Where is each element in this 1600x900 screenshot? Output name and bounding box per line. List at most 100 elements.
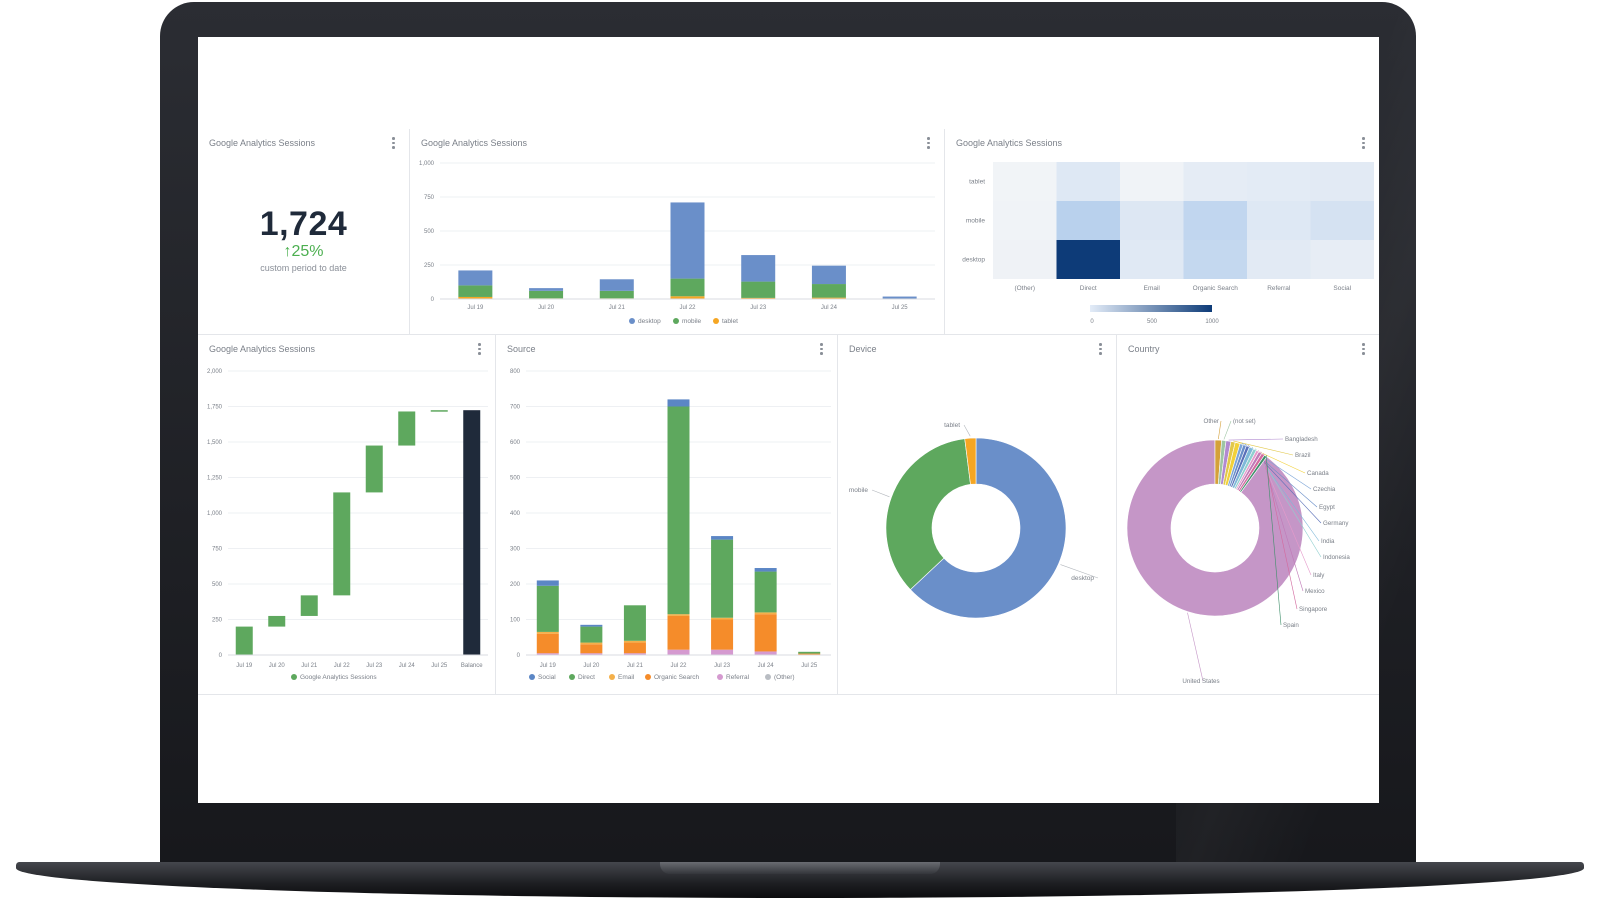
heatmap-cell [1056, 201, 1120, 240]
donut-label: Canada [1307, 470, 1329, 477]
donut-label: mobile [849, 487, 869, 494]
panel-title: Google Analytics Sessions [956, 138, 1063, 148]
country-donut-chart: United States Other (not set) Bangladesh Bra… [1126, 418, 1350, 685]
y-tick-label: 500 [424, 229, 435, 235]
bar-segment-tablet [458, 296, 493, 299]
y-tick-label: 0 [219, 653, 223, 659]
donut-slice [885, 438, 971, 591]
bar-segment-desktop [599, 279, 634, 291]
panel-title: Google Analytics Sessions [421, 138, 528, 148]
heatmap-color-scale [1090, 305, 1212, 312]
bar-segment [536, 631, 559, 634]
legend-label: (Other) [774, 674, 795, 681]
x-tick-label: Jul 24 [399, 663, 416, 669]
bar-segment [711, 619, 734, 650]
x-tick-label: Jul 25 [431, 663, 448, 669]
y-tick-label: 1,000 [207, 511, 223, 517]
heatmap-cell [1183, 201, 1247, 240]
legend-swatch [609, 674, 615, 680]
x-tick-label: Jul 22 [334, 663, 351, 669]
device-donut-chart: desktop mobile tablet [849, 422, 1099, 619]
legend-label: desktop [638, 318, 661, 325]
heatmap-col-label: Referral [1267, 285, 1291, 292]
kebab-menu-icon[interactable] [1362, 343, 1365, 355]
bar-segment [536, 633, 559, 654]
device-donut-panel: Device desktop mobile tablet [838, 335, 1117, 695]
legend-swatch [629, 318, 635, 324]
kebab-menu-icon[interactable] [820, 343, 823, 355]
legend-label: mobile [682, 318, 702, 325]
heatmap-cell [1056, 162, 1120, 201]
heatmap-col-label: Email [1144, 285, 1161, 292]
heatmap-cell [1310, 201, 1374, 240]
x-tick-label: Jul 21 [301, 663, 318, 669]
legend-swatch [717, 674, 723, 680]
y-tick-label: 500 [212, 582, 223, 588]
heatmap-cell [1120, 240, 1184, 279]
legend-swatch [529, 674, 535, 680]
donut-leader-line [1233, 440, 1294, 456]
source-bar-chart: 0 100 200 300 400 500 600 700 800 Jul 19 Jul 20 Jul… [510, 369, 831, 681]
kebab-menu-icon[interactable] [927, 137, 930, 149]
bar-segment [667, 399, 690, 407]
donut-label: Germany [1323, 520, 1349, 527]
legend-swatch [713, 318, 719, 324]
donut-leader-line [1060, 564, 1099, 579]
bar-segment-mobile [529, 290, 564, 299]
y-tick-label: 800 [510, 369, 521, 375]
heatmap-cell [1310, 162, 1374, 201]
laptop-notch [660, 862, 940, 874]
bar-segment [580, 626, 603, 643]
bar-segment [711, 536, 734, 540]
heatmap-col-label: Direct [1080, 285, 1097, 292]
bar-segment-mobile [458, 285, 493, 297]
bar-segment [754, 614, 777, 652]
y-tick-label: 250 [424, 263, 435, 269]
x-tick-label: Balance [461, 663, 483, 669]
legend-swatch [291, 674, 297, 680]
x-tick-label: Jul 20 [269, 663, 286, 669]
bar-segment-mobile [811, 284, 846, 298]
bar-segment-desktop [882, 296, 917, 299]
bar-segment-tablet [811, 297, 846, 299]
kebab-menu-icon[interactable] [392, 137, 395, 149]
kebab-menu-icon[interactable] [1362, 137, 1365, 149]
donut-leader-line [1187, 612, 1204, 682]
device-bar-panel: Google Analytics Sessions 0 250 500 750 1,00… [410, 129, 945, 335]
bar-segment [580, 642, 603, 645]
x-tick-label: Jul 25 [892, 305, 909, 311]
bar-segment-desktop [670, 202, 705, 279]
x-tick-label: Jul 22 [679, 305, 696, 311]
bar-segment [798, 651, 821, 654]
waterfall-bar [235, 626, 253, 655]
waterfall-panel: Google Analytics Sessions 0 250 500 750 1,00… [198, 335, 496, 695]
legend-swatch [645, 674, 651, 680]
legend-swatch [673, 318, 679, 324]
donut-leader-line [1251, 446, 1320, 542]
waterfall-bar [398, 411, 416, 446]
panel-title: Google Analytics Sessions [209, 344, 316, 354]
heatmap-cell [1247, 201, 1311, 240]
y-tick-label: 1,250 [207, 476, 223, 482]
y-tick-label: 200 [510, 582, 521, 588]
x-tick-label: Jul 23 [750, 305, 767, 311]
bar-segment [623, 642, 646, 654]
y-tick-label: 600 [510, 440, 521, 446]
donut-label: Bangladesh [1285, 436, 1318, 443]
legend-label: tablet [722, 318, 738, 325]
kebab-menu-icon[interactable] [478, 343, 481, 355]
y-tick-label: 400 [510, 511, 521, 517]
x-tick-label: Jul 22 [670, 663, 687, 669]
kpi-delta: ↑25% [283, 243, 324, 260]
donut-leader-line [1263, 453, 1298, 610]
legend-label: Organic Search [654, 674, 700, 681]
heatmap-col-label: Organic Search [1193, 285, 1239, 292]
y-tick-label: 250 [212, 618, 223, 624]
bar-segment [536, 585, 559, 632]
bar-segment-tablet [741, 297, 776, 299]
y-tick-label: 100 [510, 618, 521, 624]
bar-segment [580, 624, 603, 627]
kebab-menu-icon[interactable] [1099, 343, 1102, 355]
legend-label: Direct [578, 674, 595, 681]
panel-title: Country [1128, 344, 1160, 354]
